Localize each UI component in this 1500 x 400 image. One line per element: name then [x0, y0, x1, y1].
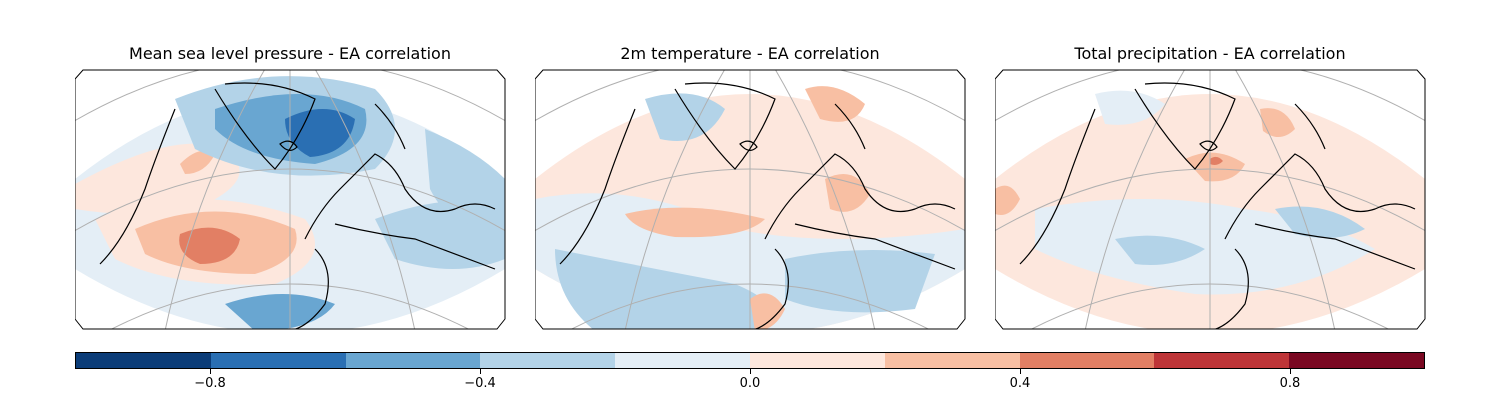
map-panel-msl — [75, 69, 506, 330]
colorbar-tick-label: −0.8 — [194, 376, 226, 391]
correlation-field — [1275, 206, 1365, 238]
correlation-field — [625, 207, 765, 238]
map-panel-tp — [995, 69, 1426, 330]
colorbar-tick-label: 0.8 — [1279, 376, 1301, 391]
colorbar — [75, 352, 1425, 369]
colorbar-tick-label: 0.0 — [739, 376, 761, 391]
colorbar-segment — [1154, 353, 1290, 368]
graticule — [75, 70, 505, 329]
correlation-field — [555, 249, 771, 329]
colorbar-segment — [615, 353, 750, 368]
correlation-field — [285, 109, 355, 157]
colorbar-tick — [1020, 369, 1021, 374]
coastlines — [99, 82, 496, 329]
correlation-field — [750, 293, 785, 329]
correlation-field — [1210, 156, 1223, 165]
colorbar-tick — [1290, 369, 1291, 374]
panel-title-t2m: 2m temperature - EA correlation — [620, 44, 880, 63]
correlation-field — [1095, 90, 1165, 125]
map-panel-t2m — [535, 69, 966, 330]
correlation-field — [180, 150, 215, 174]
panel-title-msl: Mean sea level pressure - EA correlation — [129, 44, 451, 63]
colorbar-segment — [210, 353, 346, 368]
correlation-field — [1260, 108, 1295, 138]
graticule — [995, 70, 1425, 329]
colorbar-segment — [1019, 353, 1155, 368]
panel-title-tp: Total precipitation - EA correlation — [1074, 44, 1346, 63]
colorbar-segment — [480, 353, 616, 368]
colorbar-segment — [884, 353, 1020, 368]
colorbar-tick — [750, 369, 751, 374]
colorbar-tick — [480, 369, 481, 374]
correlation-field — [179, 227, 240, 264]
correlation-field — [825, 174, 870, 212]
coastlines — [1019, 82, 1416, 329]
colorbar-segment — [1289, 353, 1424, 368]
colorbar-segment — [345, 353, 481, 368]
colorbar-tick — [210, 369, 211, 374]
colorbar-tick-label: −0.4 — [464, 376, 496, 391]
correlation-field — [785, 250, 935, 313]
correlation-field — [1115, 235, 1205, 265]
correlation-field — [1185, 152, 1245, 182]
correlation-field — [995, 185, 1020, 215]
graticule — [535, 70, 965, 329]
colorbar-segment — [749, 353, 885, 368]
colorbar-segment — [76, 353, 211, 368]
colorbar-tick-label: 0.4 — [1009, 376, 1031, 391]
